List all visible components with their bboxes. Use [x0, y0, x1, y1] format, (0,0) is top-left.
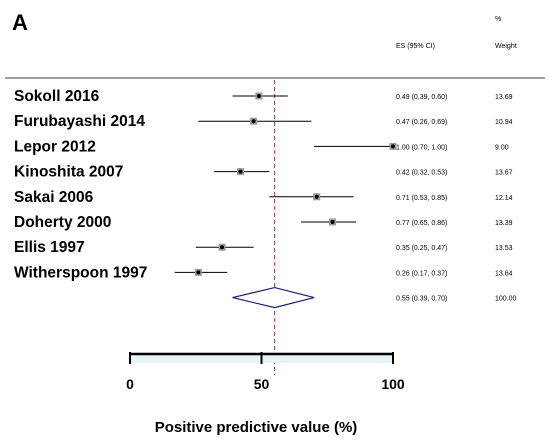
study-rows: Sokoll 2016 0.49 (0.39, 0.60) 13.69 Furubay…: [14, 80, 517, 375]
point-estimate: [196, 270, 201, 275]
study-label: Doherty 2000: [14, 214, 111, 231]
panel-label: A: [12, 10, 28, 35]
es-ci-value: 1.00 (0.70, 1.00): [396, 144, 447, 151]
weight-percent-header: %: [495, 16, 501, 23]
es-ci-value: 0.26 (0.17, 0.37): [396, 270, 447, 277]
weight-value: 12.14: [495, 195, 513, 202]
study-label: Lepor 2012: [14, 138, 96, 155]
pooled-diamond: [232, 286, 315, 309]
study-label: Furubayashi 2014: [14, 113, 145, 130]
es-ci-value: 0.49 (0.39, 0.60): [396, 94, 447, 101]
point-estimate: [314, 194, 319, 199]
point-estimate: [256, 94, 261, 98]
weight-value: 10.94: [495, 119, 513, 126]
tick-label: 0: [126, 376, 134, 392]
es-ci-value: 0.42 (0.32, 0.53): [396, 170, 447, 177]
es-ci-value: 0.47 (0.26, 0.69): [396, 119, 447, 126]
weight-value: 13.39: [495, 220, 513, 227]
tick-label: 100: [381, 376, 405, 392]
study-label: Witherspoon 1997: [14, 264, 147, 281]
x-axis: 0 50 100: [126, 352, 405, 392]
study-label: Ellis 1997: [14, 239, 85, 256]
point-estimate: [330, 220, 335, 224]
es-ci-value: 0.71 (0.53, 0.85): [396, 195, 447, 202]
x-axis-label: Positive predictive value (%): [155, 419, 358, 436]
point-estimate: [391, 144, 395, 149]
es-ci-header: ES (95% CI): [396, 43, 435, 50]
pooled-weight-value: 100.00: [495, 296, 517, 303]
pooled-es-ci-value: 0.55 (0.39, 0.70): [396, 296, 447, 303]
es-ci-value: 0.77 (0.65, 0.86): [396, 220, 447, 227]
weight-header: Weight: [495, 43, 517, 50]
point-estimate: [238, 169, 243, 174]
weight-value: 13.53: [495, 245, 513, 252]
weight-value: 13.64: [495, 270, 513, 277]
es-ci-value: 0.35 (0.25, 0.47): [396, 245, 447, 252]
tick-label: 50: [254, 376, 270, 392]
point-estimate: [251, 119, 256, 124]
study-label: Sakai 2006: [14, 189, 94, 206]
weight-value: 13.69: [495, 94, 513, 101]
study-label: Sokoll 2016: [14, 88, 100, 105]
weight-value: 9.00: [495, 144, 509, 151]
study-label: Kinoshita 2007: [14, 164, 123, 181]
weight-value: 13.67: [495, 170, 513, 177]
point-estimate: [220, 245, 225, 250]
